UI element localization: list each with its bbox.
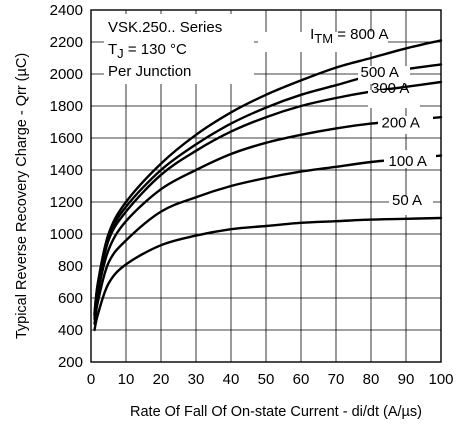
- series-label: 200 A: [382, 115, 420, 132]
- y-tick-label: 2400: [50, 2, 83, 19]
- annotation-background: [104, 14, 254, 84]
- series-label-background: [378, 116, 433, 134]
- y-tick-label: 600: [58, 290, 83, 307]
- x-tick-label: 80: [363, 371, 380, 388]
- y-tick-label: 1200: [50, 194, 83, 211]
- y-tick-label: 200: [58, 354, 83, 371]
- series-title: VSK.250.. Series: [108, 19, 222, 36]
- series-label: ITM = 800 A: [310, 26, 388, 46]
- x-tick-label: 0: [87, 371, 95, 388]
- x-tick-label: 20: [153, 371, 170, 388]
- y-tick-label: 1000: [50, 226, 83, 243]
- grid-layer: [91, 10, 441, 362]
- y-tick-label: 1400: [50, 162, 83, 179]
- series-label-background: [384, 150, 436, 168]
- y-tick-label: 800: [58, 258, 83, 275]
- series-label-background: [389, 197, 433, 215]
- x-tick-label: 70: [328, 371, 345, 388]
- series-label-background: [368, 90, 420, 108]
- series-value: = 800 A: [333, 26, 388, 43]
- y-tick-label: 2000: [50, 66, 83, 83]
- series-label: 50 A: [392, 192, 422, 209]
- x-tick-label: 90: [398, 371, 415, 388]
- temperature-subscript: J: [117, 46, 124, 61]
- x-tick-label: 60: [293, 371, 310, 388]
- series-label: 300 A: [371, 80, 409, 97]
- series-label-background: [358, 66, 410, 84]
- series-curve: [93, 116, 443, 320]
- y-tick-label: 2200: [50, 34, 83, 51]
- temperature-symbol: T: [108, 41, 117, 58]
- per-junction-label: Per Junction: [108, 63, 191, 80]
- y-axis-label: Typical Reverse Recovery Charge - Qrr (µ…: [14, 53, 30, 339]
- current-subscript: TM: [314, 31, 333, 46]
- y-tick-label: 400: [58, 322, 83, 339]
- x-tick-label: 10: [118, 371, 135, 388]
- tick-label-layer: 0 10 20 30 40 50 60 70 80 90 100 200 400 600 800 1000 12…: [50, 2, 454, 388]
- series-curve: [93, 216, 443, 332]
- plot-frame: [90, 9, 442, 363]
- x-tick-label: 100: [428, 371, 453, 388]
- y-tick-label: 1800: [50, 98, 83, 115]
- series-curve: [93, 154, 443, 325]
- series-label-background: [258, 32, 388, 52]
- x-tick-label: 30: [188, 371, 205, 388]
- x-tick-label: 50: [258, 371, 275, 388]
- series-label: 100 A: [389, 153, 427, 170]
- junction-temperature: TJ = 130 °C: [108, 41, 187, 61]
- x-tick-label: 40: [223, 371, 240, 388]
- series-label: 500 A: [361, 64, 399, 81]
- annotation-block: VSK.250.. Series TJ = 130 °C Per Junctio…: [104, 14, 254, 84]
- x-axis-label: Rate Of Fall Of On-state Current - di/dt…: [130, 404, 422, 420]
- temperature-value: = 130 °C: [124, 41, 187, 58]
- y-tick-label: 1600: [50, 130, 83, 147]
- current-symbol: I: [310, 26, 314, 43]
